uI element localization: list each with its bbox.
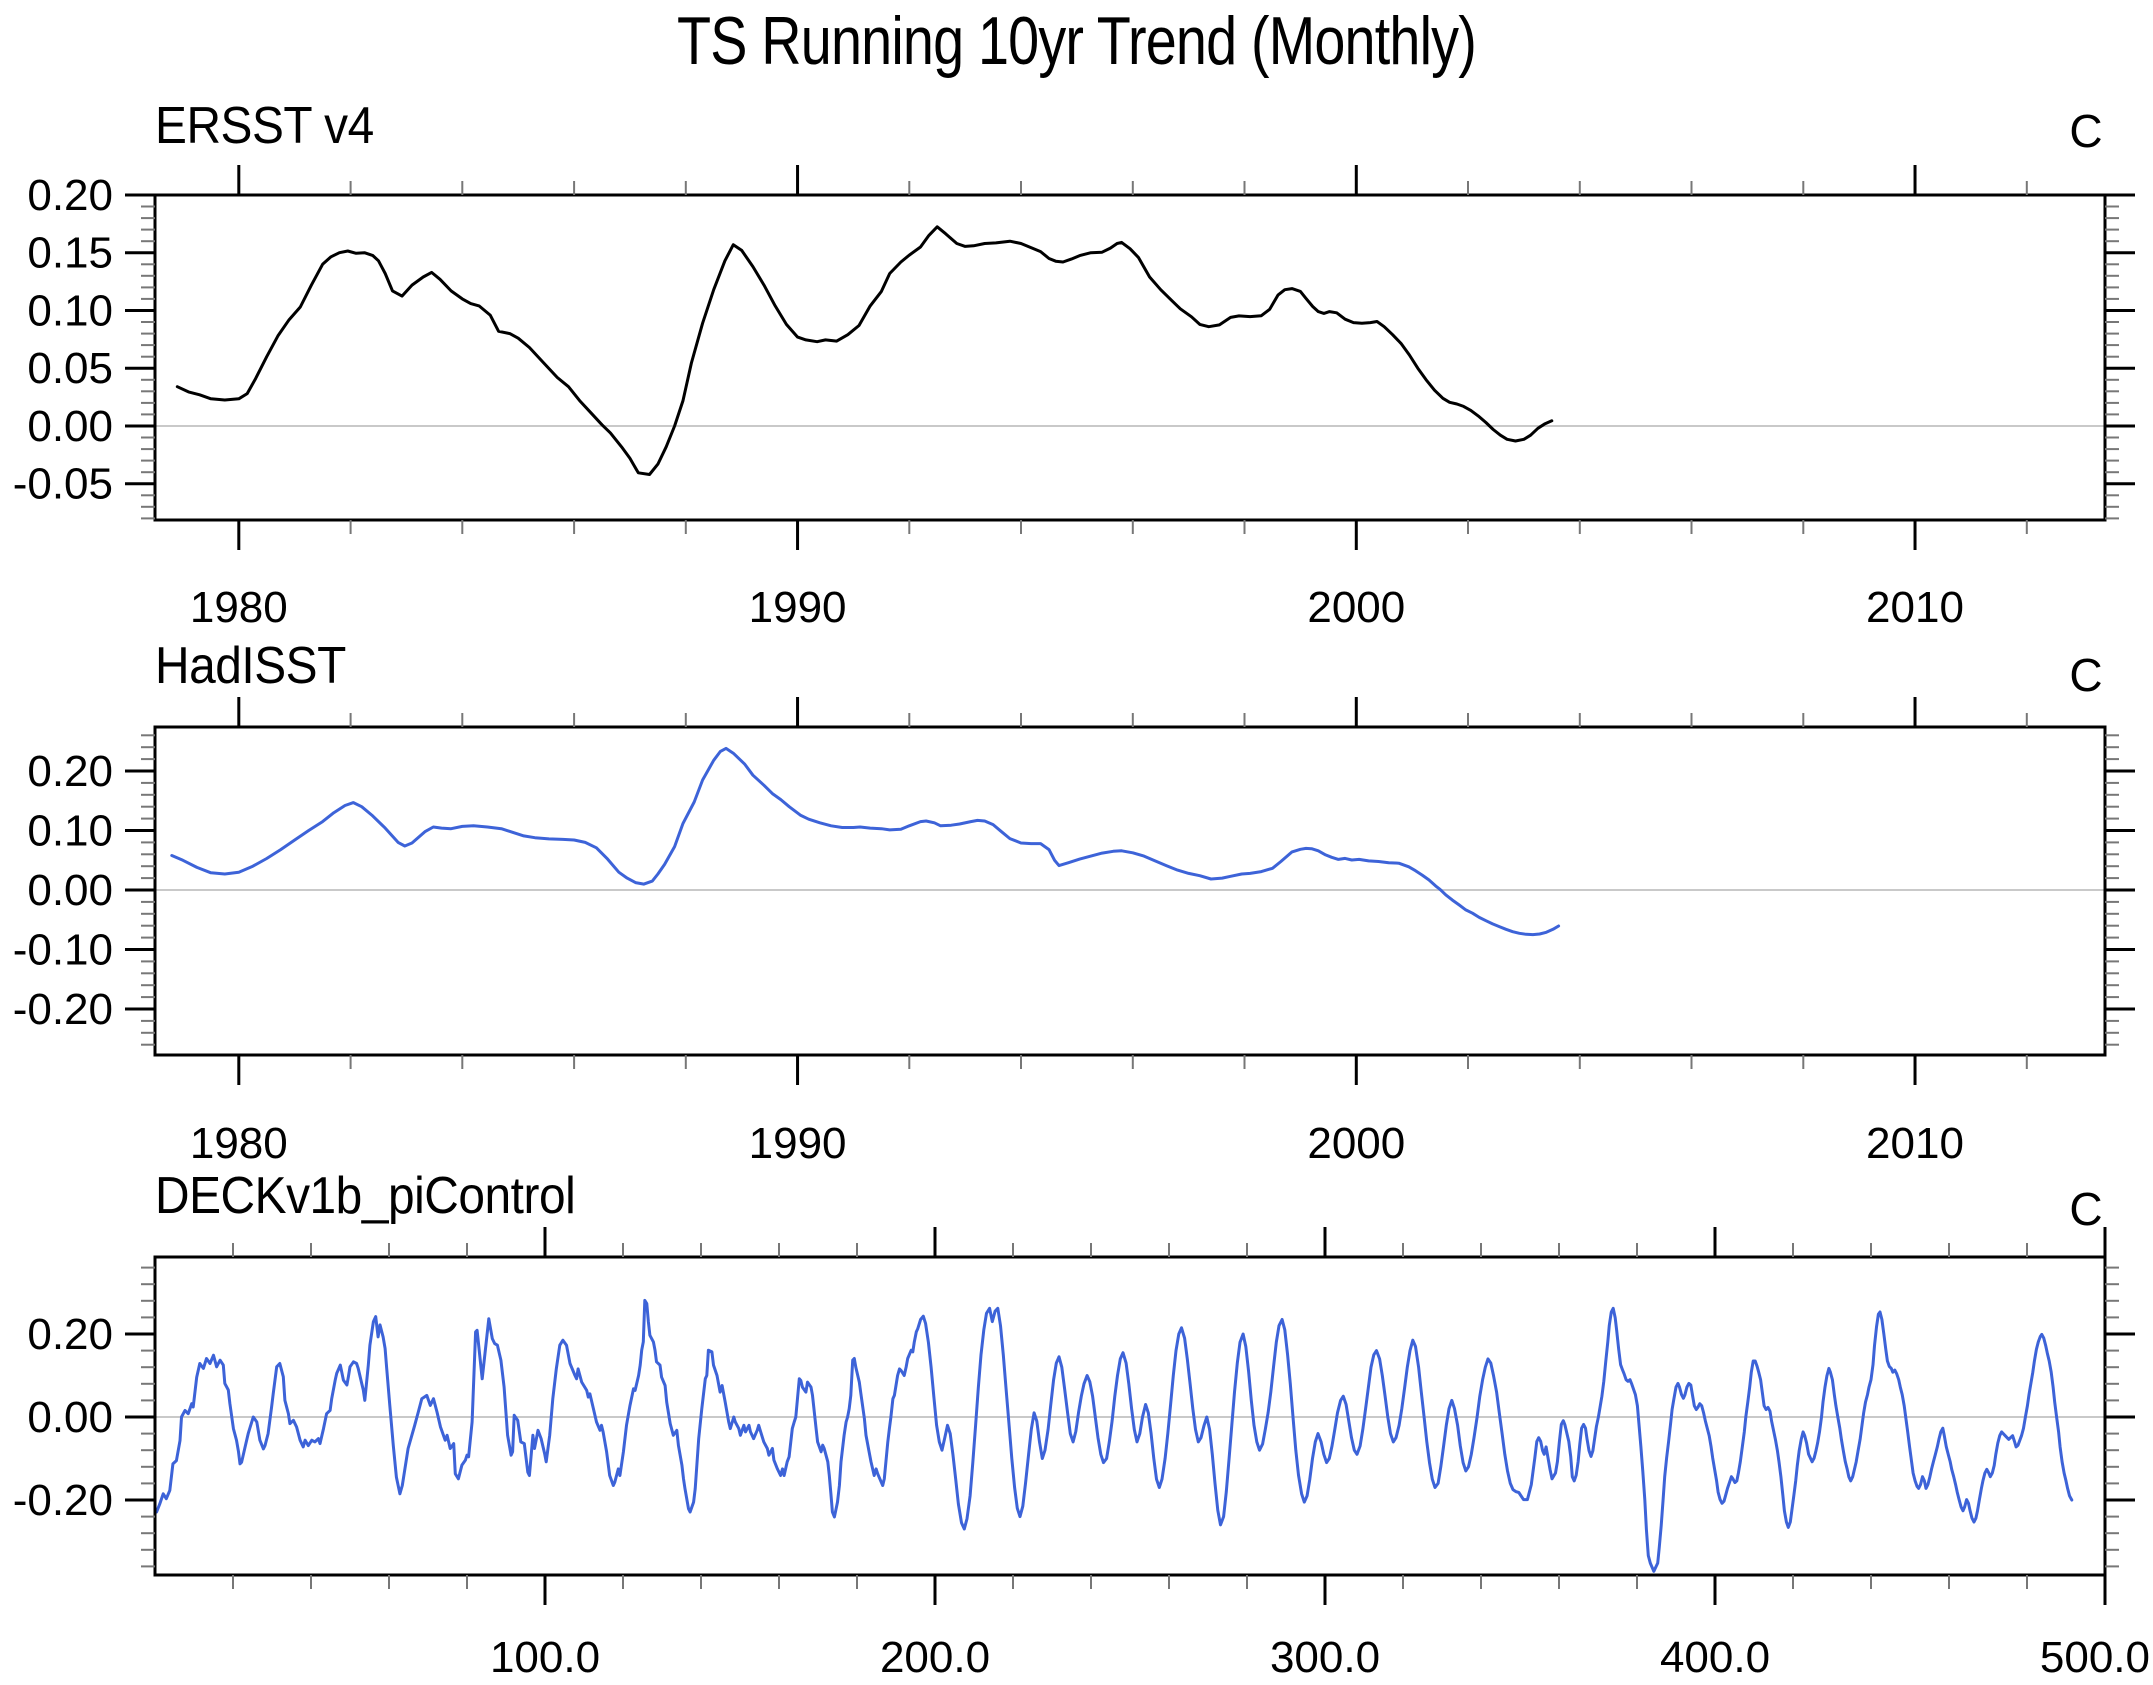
x-tick-label: 1990 (749, 583, 847, 632)
y-tick-label: 0.00 (27, 402, 113, 451)
figure-title: TS Running 10yr Trend (Monthly) (677, 3, 1477, 79)
y-tick-label: 0.20 (27, 747, 113, 796)
y-tick-label: 0.10 (27, 287, 113, 336)
x-tick-label: 1980 (190, 583, 288, 632)
x-tick-label: 100.0 (490, 1633, 600, 1682)
panel-label-hadisst: HadISST (155, 637, 346, 695)
unit-label-ersst: C (2069, 105, 2103, 157)
panel-label-ersst: ERSST v4 (155, 97, 374, 155)
plot-frame (153, 193, 2107, 522)
unit-label-hadisst: C (2069, 649, 2103, 701)
y-tick-label: -0.20 (13, 985, 113, 1034)
y-tick-label: -0.05 (13, 460, 113, 509)
y-tick-label: 0.20 (27, 1310, 113, 1359)
data-line (155, 1298, 2074, 1573)
x-tick-label: 2010 (1866, 583, 1964, 632)
y-tick-label: 0.10 (27, 807, 113, 856)
panel-label-picontrol: DECKv1b_piControl (155, 1167, 576, 1225)
data-line (175, 225, 1554, 476)
unit-label-picontrol: C (2069, 1183, 2103, 1235)
x-tick-label: 300.0 (1270, 1633, 1380, 1682)
y-tick-label: 0.05 (27, 344, 113, 393)
x-tick-label: 2010 (1866, 1119, 1964, 1168)
x-tick-label: 2000 (1307, 1119, 1405, 1168)
x-tick-label: 200.0 (880, 1633, 990, 1682)
y-tick-label: -0.10 (13, 926, 113, 975)
x-tick-label: 500.0 (2040, 1633, 2150, 1682)
y-tick-label: 0.15 (27, 229, 113, 278)
x-tick-label: 2000 (1307, 583, 1405, 632)
data-line (170, 746, 1561, 937)
x-tick-label: 400.0 (1660, 1633, 1770, 1682)
y-tick-label: 0.00 (27, 1393, 113, 1442)
x-tick-label: 1990 (749, 1119, 847, 1168)
y-tick-label: 0.20 (27, 171, 113, 220)
y-tick-label: -0.20 (13, 1476, 113, 1525)
x-tick-label: 1980 (190, 1119, 288, 1168)
y-tick-label: 0.00 (27, 866, 113, 915)
